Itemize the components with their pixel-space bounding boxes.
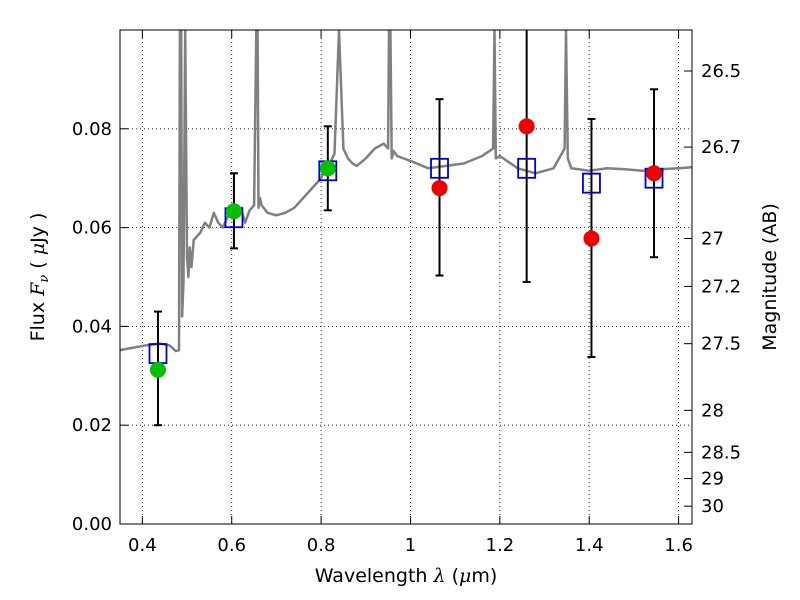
y2-tick-label: 27.2 bbox=[701, 276, 741, 297]
nir-detection-point bbox=[583, 230, 600, 247]
model-photometry-square bbox=[582, 172, 601, 194]
x-tick-label: 0.8 bbox=[307, 535, 336, 556]
spectrum-layer bbox=[120, 30, 692, 353]
y2-tick-label: 27 bbox=[701, 228, 724, 249]
y-tick-label: 0.06 bbox=[72, 218, 112, 239]
nir-detection-point bbox=[431, 180, 448, 197]
optical-detection-point bbox=[225, 203, 242, 220]
nir-detection-point bbox=[518, 118, 535, 135]
model-photometry-square bbox=[430, 157, 449, 179]
x-tick-label: 1.6 bbox=[664, 535, 693, 556]
y-tick-label: 0.02 bbox=[72, 415, 112, 436]
y2-axis-label: Magnitude (AB) bbox=[759, 203, 781, 351]
y-tick-label: 0.04 bbox=[72, 316, 112, 337]
nir-detection-point bbox=[646, 165, 663, 182]
x-tick-label: 1.4 bbox=[575, 535, 604, 556]
plot-frame bbox=[119, 29, 693, 525]
y-axis-label: Flux Fν ( μJy ) bbox=[27, 213, 52, 342]
y2-tick-label: 29 bbox=[701, 469, 724, 490]
spectrum-line bbox=[120, 30, 692, 353]
y2-tick-label: 26.7 bbox=[701, 137, 741, 158]
detection-points-layer bbox=[149, 118, 663, 378]
x-tick-label: 0.6 bbox=[217, 535, 246, 556]
x-tick-label: 0.4 bbox=[128, 535, 157, 556]
ticks: 0.4 0.6 0.8 1 1.2 1.4 1.6 0.00 0.02 0.04 0.06 0.08 2… bbox=[72, 30, 741, 556]
x-tick-label: 1 bbox=[405, 535, 416, 556]
y2-tick-label: 27.5 bbox=[701, 334, 741, 355]
y2-tick-label: 28 bbox=[701, 400, 724, 421]
optical-detection-point bbox=[319, 160, 336, 177]
x-axis-label: Wavelength λ (μm) bbox=[315, 565, 498, 587]
y2-tick-label: 30 bbox=[701, 496, 724, 517]
x-tick-label: 1.2 bbox=[486, 535, 515, 556]
y2-tick-label: 28.5 bbox=[701, 442, 741, 463]
model-photometry-layer bbox=[148, 157, 664, 364]
optical-detection-point bbox=[149, 361, 166, 378]
y2-tick-label: 26.5 bbox=[701, 61, 741, 82]
y-tick-label: 0.00 bbox=[72, 514, 112, 535]
y-tick-label: 0.08 bbox=[72, 119, 112, 140]
model-photometry-square bbox=[517, 157, 537, 179]
